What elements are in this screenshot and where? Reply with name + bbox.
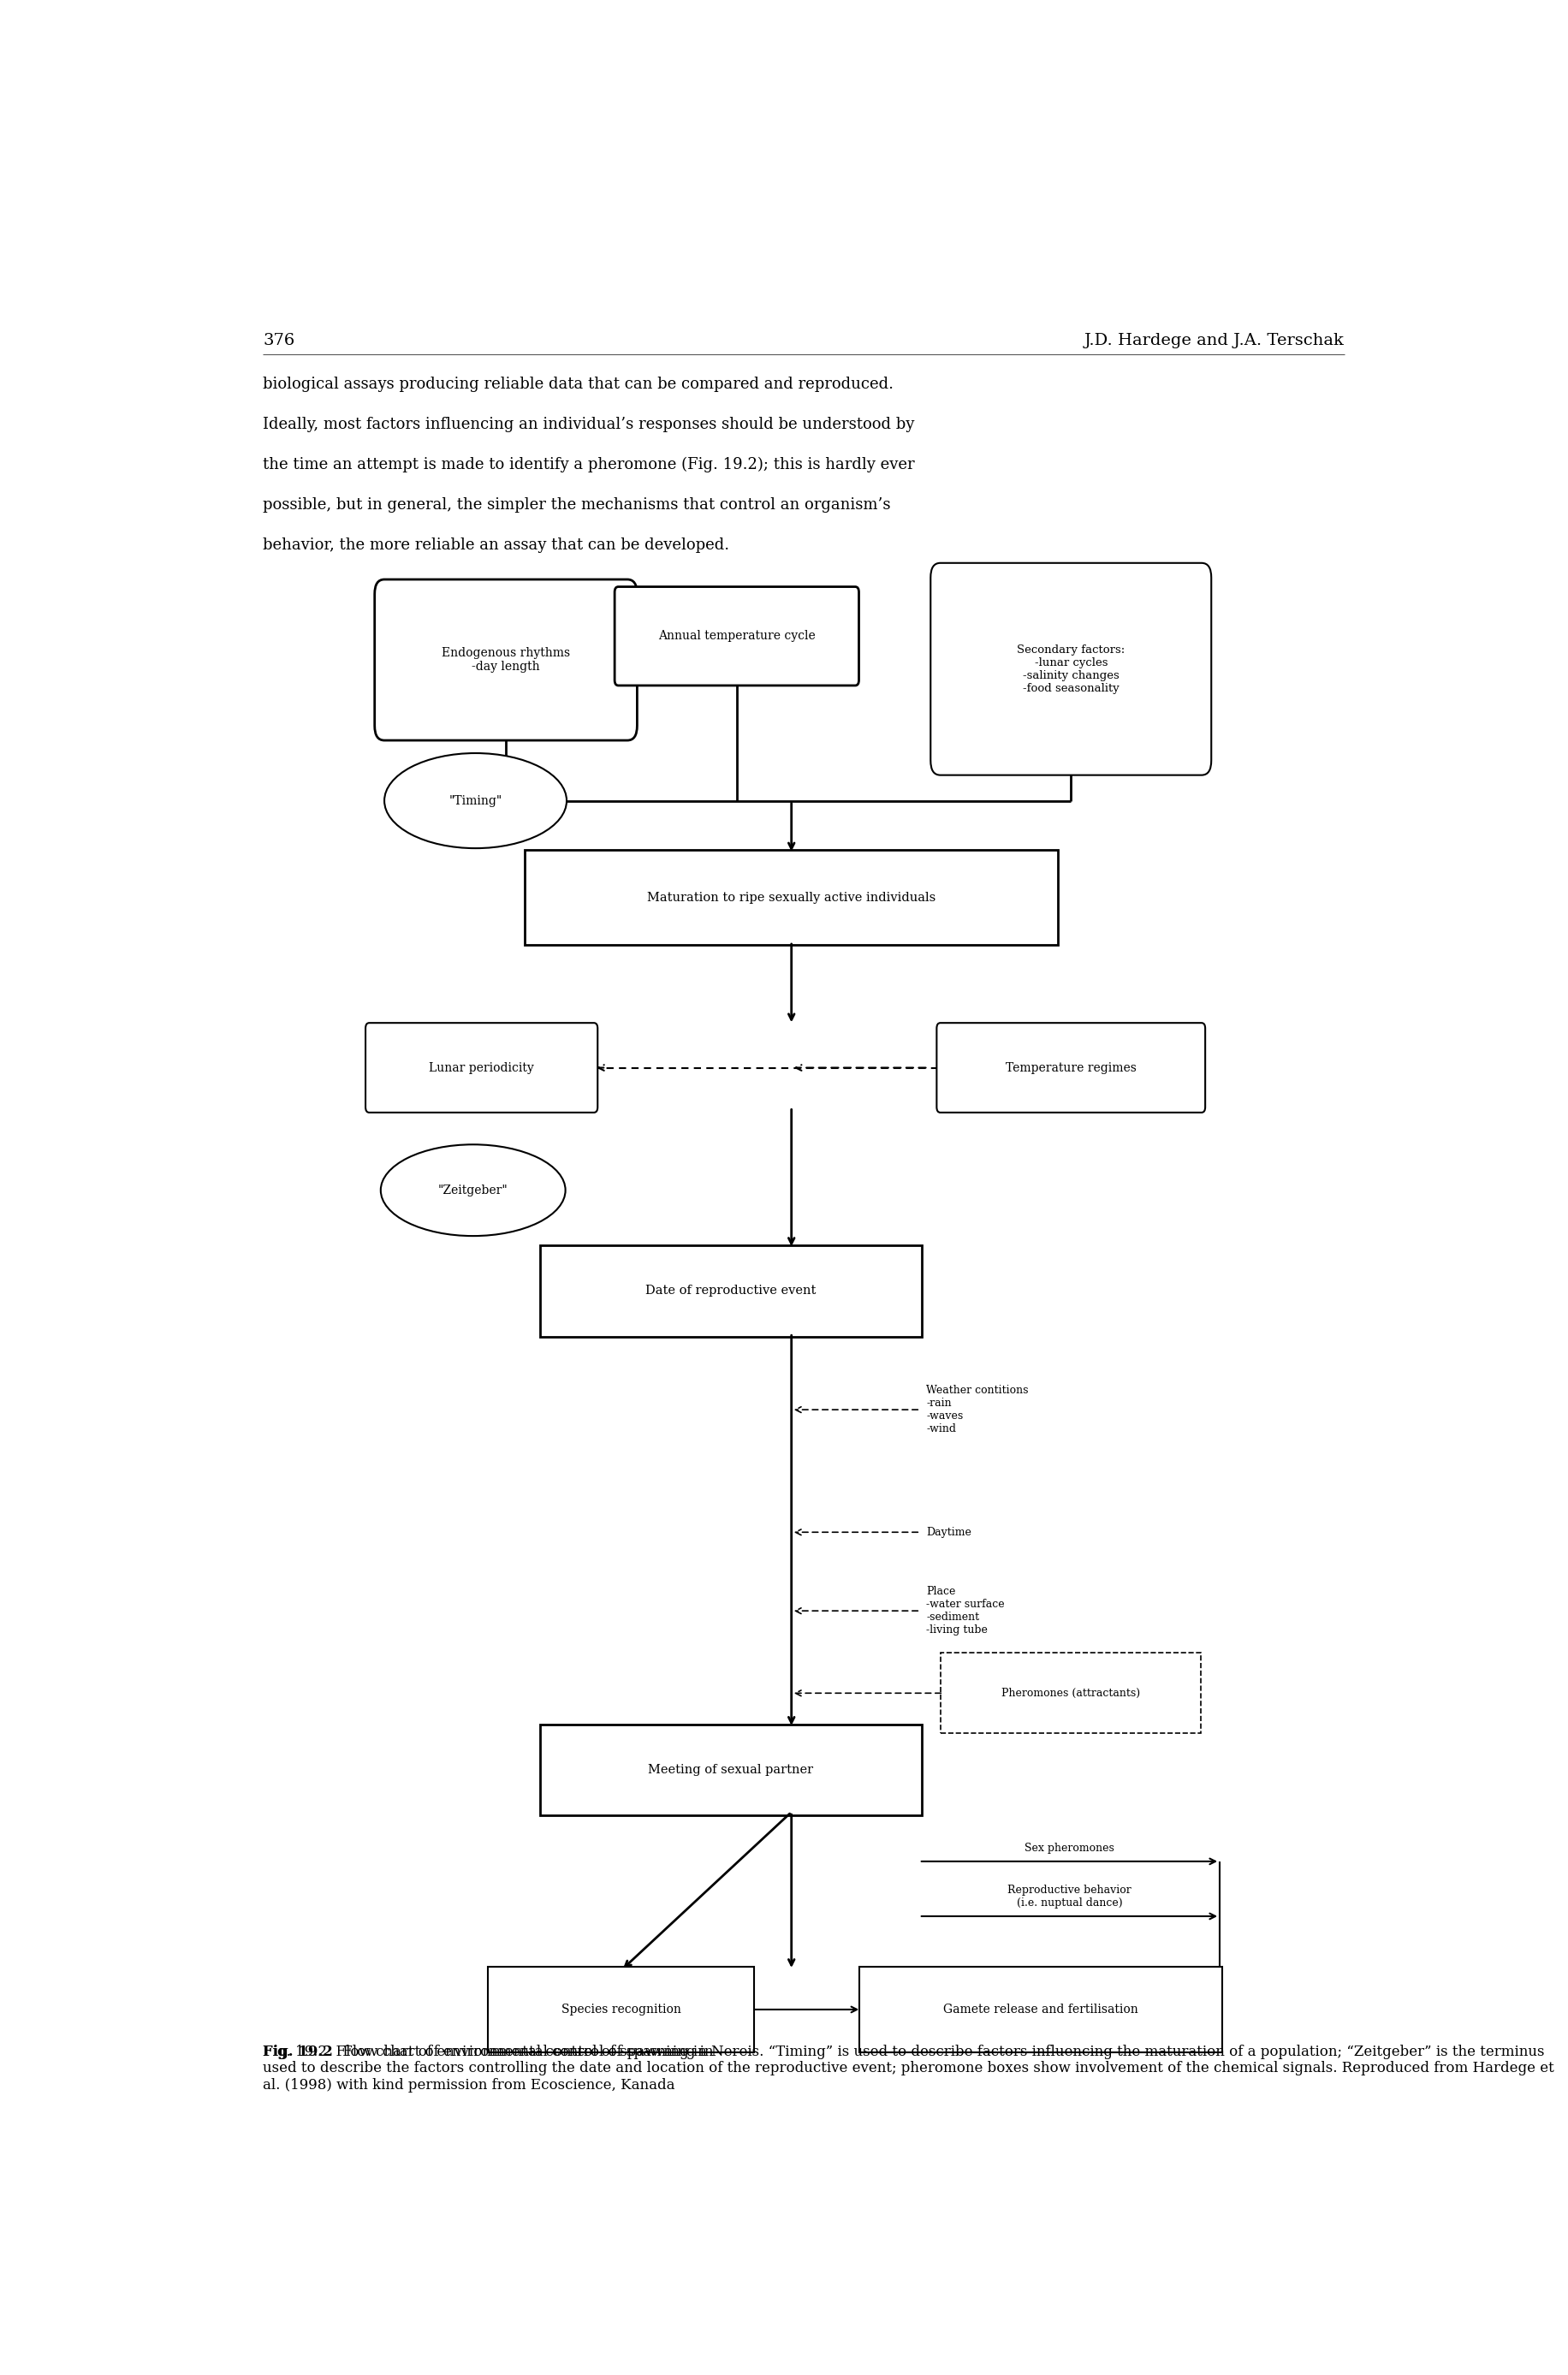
Text: Fig. 19.2  Flow chart of environmental control of spawning in Nereis. “Timing” i: Fig. 19.2 Flow chart of environmental co… (263, 2045, 1554, 2092)
Text: Sex pheromones: Sex pheromones (1024, 1843, 1115, 1855)
Text: Endogenous rhythms
-day length: Endogenous rhythms -day length (442, 646, 571, 672)
Text: possible, but in general, the simpler the mechanisms that control an organism’s: possible, but in general, the simpler th… (263, 496, 891, 513)
FancyBboxPatch shape (365, 1024, 597, 1112)
FancyBboxPatch shape (936, 1024, 1206, 1112)
Text: Species recognition: Species recognition (561, 2004, 681, 2016)
Text: Temperature regimes: Temperature regimes (1005, 1062, 1137, 1074)
FancyBboxPatch shape (930, 563, 1212, 774)
Text: "Zeitgeber": "Zeitgeber" (437, 1185, 508, 1197)
Ellipse shape (384, 753, 566, 848)
Text: Pheromones (attractants): Pheromones (attractants) (1002, 1689, 1140, 1698)
Text: Flow chart of environmental control of spawning in: Flow chart of environmental control of s… (339, 2045, 718, 2059)
FancyBboxPatch shape (525, 850, 1058, 945)
FancyBboxPatch shape (488, 1966, 754, 2052)
FancyBboxPatch shape (615, 587, 859, 686)
Text: the time an attempt is made to identify a pheromone (Fig. 19.2); this is hardly : the time an attempt is made to identify … (263, 456, 914, 473)
Text: Gamete release and fertilisation: Gamete release and fertilisation (942, 2004, 1138, 2016)
Text: 376: 376 (263, 333, 295, 349)
Text: Secondary factors:
-lunar cycles
-salinity changes
-food seasonality: Secondary factors: -lunar cycles -salini… (1018, 644, 1124, 694)
Text: Place
-water surface
-sediment
-living tube: Place -water surface -sediment -living t… (927, 1586, 1005, 1636)
Text: behavior, the more reliable an assay that can be developed.: behavior, the more reliable an assay tha… (263, 537, 729, 553)
Text: J.D. Hardege and J.A. Terschak: J.D. Hardege and J.A. Terschak (1085, 333, 1344, 349)
FancyBboxPatch shape (539, 1245, 922, 1337)
Text: Maturation to ripe sexually active individuals: Maturation to ripe sexually active indiv… (648, 891, 936, 902)
FancyBboxPatch shape (539, 1724, 922, 1814)
FancyBboxPatch shape (941, 1653, 1201, 1734)
Text: Reproductive behavior
(i.e. nuptual dance): Reproductive behavior (i.e. nuptual danc… (1008, 1886, 1132, 1910)
Text: biological assays producing reliable data that can be compared and reproduced.: biological assays producing reliable dat… (263, 375, 894, 392)
Text: Lunar periodicity: Lunar periodicity (430, 1062, 535, 1074)
Text: Daytime: Daytime (927, 1527, 972, 1537)
Text: Date of reproductive event: Date of reproductive event (646, 1285, 815, 1297)
Text: Ideally, most factors influencing an individual’s responses should be understood: Ideally, most factors influencing an ind… (263, 416, 914, 432)
Text: Meeting of sexual partner: Meeting of sexual partner (648, 1765, 814, 1776)
FancyBboxPatch shape (859, 1966, 1221, 2052)
Text: Annual temperature cycle: Annual temperature cycle (659, 629, 815, 641)
Text: "Timing": "Timing" (448, 796, 502, 808)
Ellipse shape (381, 1145, 566, 1235)
FancyBboxPatch shape (375, 580, 637, 741)
Text: Weather contitions
-rain
-waves
-wind: Weather contitions -rain -waves -wind (927, 1385, 1029, 1434)
Text: Fig. 19.2: Fig. 19.2 (263, 2045, 332, 2059)
